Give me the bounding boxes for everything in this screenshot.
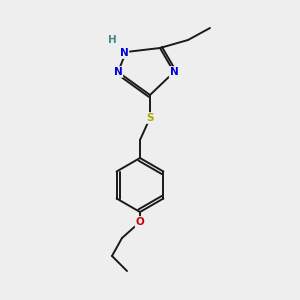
- Text: S: S: [146, 113, 154, 123]
- Text: N: N: [169, 67, 178, 77]
- Text: N: N: [114, 67, 122, 77]
- Text: O: O: [136, 217, 144, 227]
- Text: H: H: [108, 35, 116, 45]
- Text: N: N: [120, 48, 128, 58]
